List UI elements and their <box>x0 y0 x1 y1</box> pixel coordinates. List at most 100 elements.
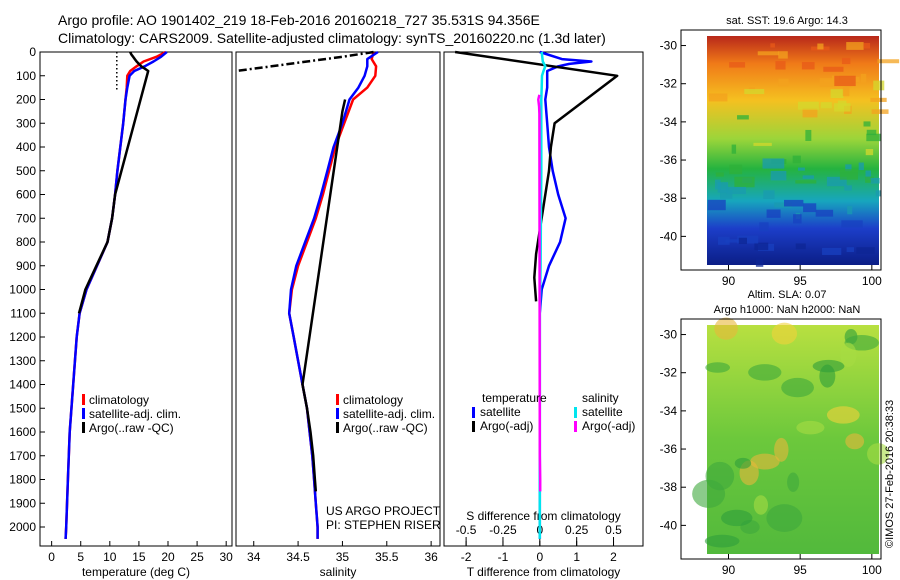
legend-swatch <box>336 408 339 419</box>
profile-panel-1: 0 5 10 15 20 25 30 temperature (deg C) 0 100 200 30… <box>9 45 233 579</box>
map-y-tick-label: -32 <box>660 77 678 91</box>
sst-patch <box>707 199 726 211</box>
map-y-tick-label: -38 <box>660 480 678 494</box>
map-y-tick-label: -34 <box>660 115 678 129</box>
legend-swatch <box>472 407 475 418</box>
sst-patch <box>795 180 817 184</box>
x-tick-label: 35 <box>336 550 350 564</box>
series-line-argo-adj- <box>537 94 542 492</box>
x-tick-label: -1 <box>498 550 509 564</box>
x-tick-label: 34.5 <box>286 550 310 564</box>
y-tick-label: 2000 <box>9 520 36 534</box>
series-line-climatology <box>64 50 167 539</box>
sst-patch <box>841 220 863 228</box>
x-tick-label: -2 <box>461 550 472 564</box>
series-line-argo-raw-qc- <box>77 51 150 314</box>
sla-patch <box>734 457 752 469</box>
credit-text: ©IMOS 27-Feb-2016 20:38:33 <box>884 400 896 548</box>
project-annotation: PI: STEPHEN RISER <box>326 518 441 532</box>
y-tick-label: 1300 <box>9 354 36 368</box>
legend-label: satellite-adj. clim. <box>343 407 435 421</box>
y-tick-label: 0 <box>29 45 36 59</box>
sla-patch <box>867 443 890 465</box>
legend-label: satellite <box>582 405 623 419</box>
sst-patch <box>820 102 832 109</box>
sst-patch <box>819 78 834 87</box>
map-x-tick-label: 100 <box>862 274 882 288</box>
sst-patch <box>770 170 787 181</box>
sst-patch <box>834 75 856 87</box>
sst-patch <box>775 61 786 70</box>
series-line-satellite <box>538 50 593 539</box>
legend-label: climatology <box>343 393 403 407</box>
y-tick-label: 1800 <box>9 473 36 487</box>
sst-patch <box>729 62 746 68</box>
sst-patch <box>763 190 775 199</box>
panel-frame <box>235 51 441 547</box>
panel-frame <box>39 51 233 547</box>
sst-patch <box>778 78 789 87</box>
map-x-tick-label: 100 <box>862 563 882 577</box>
sla-patch <box>692 479 726 508</box>
sst-patch <box>858 162 864 171</box>
map-x-tick-label: 95 <box>793 563 807 577</box>
y-tick-label: 1500 <box>9 401 36 415</box>
series-line-auxiliary <box>235 50 374 73</box>
x-tick-label: 25 <box>190 550 204 564</box>
sst-patch <box>846 42 864 50</box>
map-title: sat. SST: 19.6 Argo: 14.3 <box>726 15 848 27</box>
sst-patch <box>846 247 854 252</box>
sla-patch <box>704 534 740 548</box>
legend-swatch <box>336 394 339 405</box>
sst-patch <box>870 177 880 184</box>
sst-patch <box>774 202 792 208</box>
sst-patch <box>826 176 847 187</box>
sst-patch <box>715 172 724 177</box>
sst-patch <box>802 175 814 179</box>
legend-label: satellite <box>480 405 521 419</box>
x-tick-label: 10 <box>103 550 117 564</box>
sst-patch <box>863 121 871 127</box>
sla-patch <box>819 364 836 388</box>
legend-label: climatology <box>89 393 149 407</box>
map-y-tick-label: -38 <box>660 191 678 205</box>
sst-patch <box>856 247 875 254</box>
x-tick-label: 2 <box>610 550 617 564</box>
map-frame <box>680 29 882 271</box>
sst-patch <box>801 61 815 70</box>
sst-patch <box>737 115 749 120</box>
x-axis-label: T difference from climatology <box>467 565 621 579</box>
sst-patch <box>841 57 851 65</box>
x-tick-label: 30 <box>220 550 234 564</box>
sst-patch <box>845 164 852 172</box>
sst-patch <box>795 243 806 250</box>
sla-patch <box>787 472 800 492</box>
x-axis-label: salinity <box>320 565 357 579</box>
sst-patch <box>731 144 737 154</box>
map-y-tick-label: -34 <box>660 404 678 418</box>
sst-patch <box>726 186 747 195</box>
y-tick-label: 200 <box>16 93 36 107</box>
sla-patch <box>721 509 753 527</box>
sst-patch <box>870 97 887 102</box>
x-tick-label: 35.5 <box>375 550 399 564</box>
sla-patch <box>714 317 738 340</box>
sst-patch <box>847 205 853 215</box>
sst-patch <box>759 222 769 232</box>
sst-patch <box>778 51 788 59</box>
sla-patch <box>753 495 769 515</box>
sst-patch <box>753 142 772 146</box>
profile-panel-2: 34 34.5 35 35.5 36 salinity climatologysatelli… <box>235 50 441 579</box>
legend-label: Argo(..raw -QC) <box>343 421 428 435</box>
map-y-tick-label: -40 <box>660 229 678 243</box>
y-tick-label: 400 <box>16 140 36 154</box>
y-tick-label: 1900 <box>9 496 36 510</box>
legend-label: Argo(..raw -QC) <box>89 421 174 435</box>
sst-patch <box>717 236 730 245</box>
legend-swatch <box>82 422 85 433</box>
sla-patch <box>796 420 825 435</box>
sst-patch <box>822 247 842 255</box>
sst-patch <box>802 108 818 118</box>
legend-label: Argo(-adj) <box>582 419 635 433</box>
